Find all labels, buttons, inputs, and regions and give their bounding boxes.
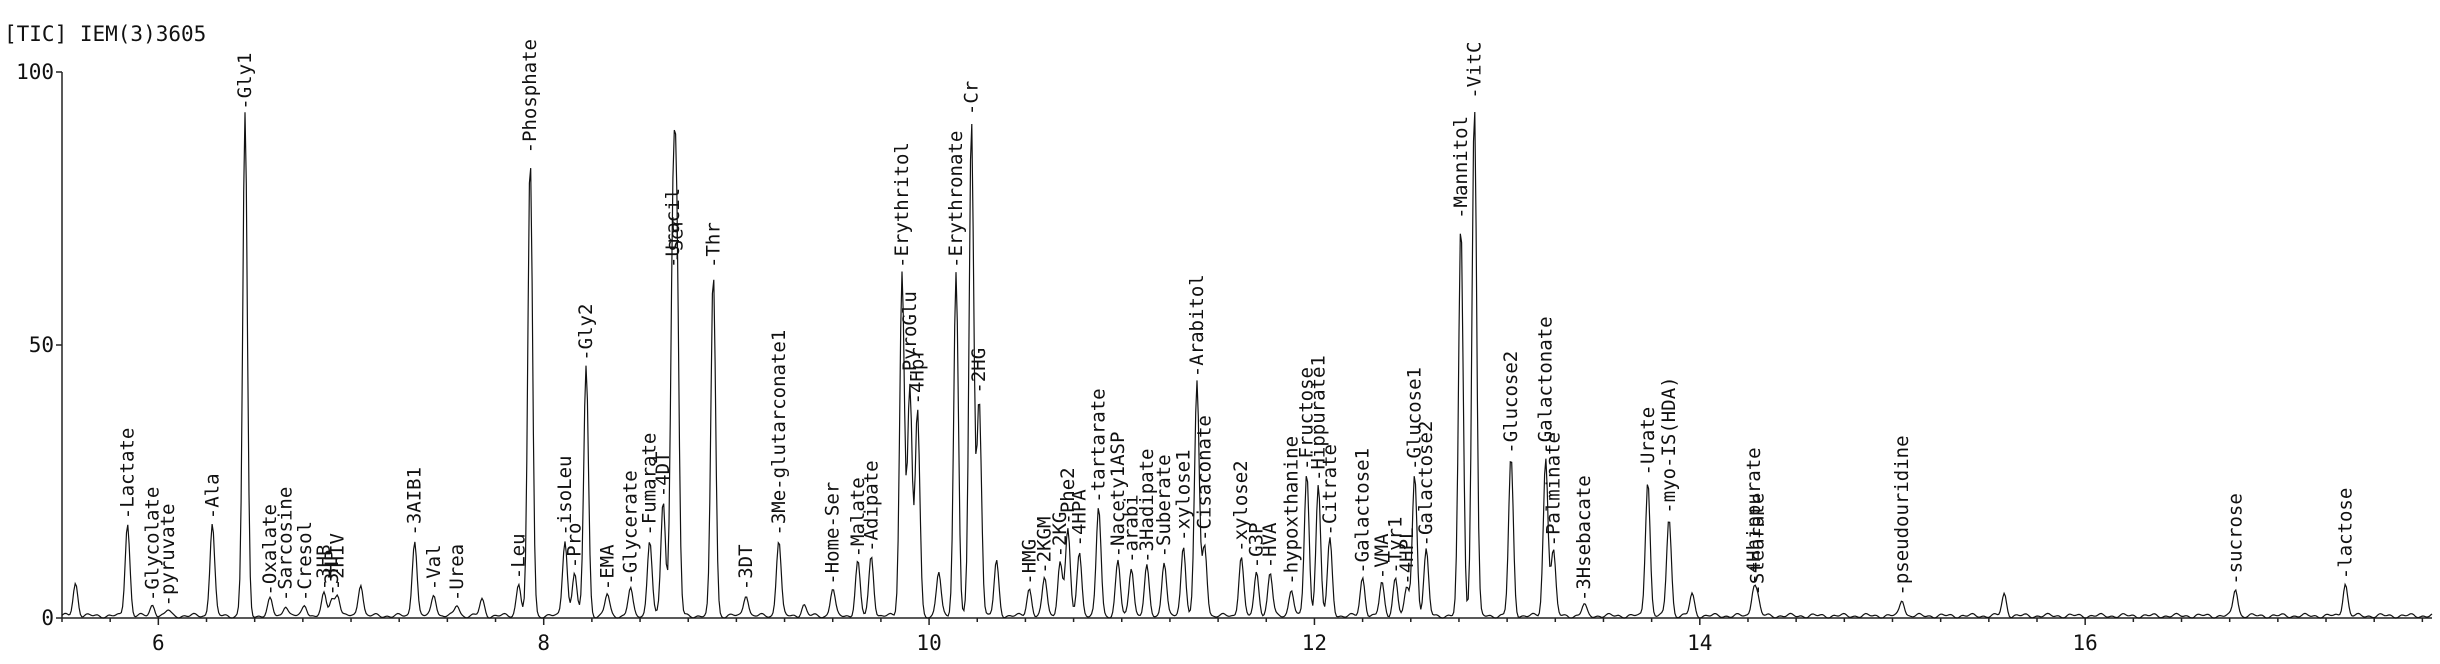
peak-label: -4DT: [652, 452, 674, 498]
peak-label: -Cisaconate: [1194, 415, 1216, 541]
y-tick-label: 0: [41, 606, 54, 630]
ticks: 0 50 100 6 8 10 12 14 16: [16, 60, 2424, 655]
peak-label: -Erythritol: [891, 142, 913, 268]
peak-label: -Phosphate: [519, 39, 541, 153]
peak-label: -Thr: [702, 222, 724, 268]
peak-label: -2KG: [1049, 512, 1071, 558]
peak-label: -Uracil: [662, 188, 684, 268]
peak-label: -Val: [423, 544, 445, 590]
x-tick-label: 16: [2073, 631, 2098, 655]
peak-label: -Pro: [564, 523, 586, 569]
tic-trace-line: [61, 111, 2433, 619]
x-tick-label: 6: [152, 631, 165, 655]
peak-label: -Sarcosine: [275, 487, 297, 601]
peak-label: -4HPL: [1396, 527, 1418, 584]
peak-label: -Urate: [1637, 407, 1659, 476]
peak-label: -Oxalate: [259, 504, 281, 596]
peak-label: -Adipate: [860, 460, 882, 552]
peak-label: -3Hsebacate: [1573, 475, 1595, 601]
peak-label: -tartarate: [1088, 388, 1110, 502]
peak-label: -Gly2: [575, 304, 597, 361]
peak-label: -PyroGlu: [899, 291, 921, 383]
x-tick-label: 8: [537, 631, 550, 655]
peak-label: -Cresol: [294, 521, 316, 601]
peak-label: -Erythronate: [945, 131, 967, 268]
peak-label: -Glycerate: [619, 470, 641, 584]
peak-label: -3DT: [735, 544, 757, 590]
peak-label: -Mannitol: [1450, 116, 1472, 219]
peak-label: -HMG: [1018, 539, 1040, 585]
peak-label: -Fumarate: [639, 433, 661, 536]
peak-label: -3AIB1: [404, 467, 426, 536]
peak-label: -Arabitol: [1186, 274, 1208, 377]
x-tick-label: 10: [916, 631, 941, 655]
peak-label: -lactose: [2334, 488, 2356, 580]
peak-label: -EMA: [596, 544, 618, 590]
peak-label: -2HG: [968, 348, 990, 394]
peak-label: -Ala: [201, 473, 223, 519]
peak-label: -Cr: [961, 81, 983, 115]
peak-label: -3HP: [321, 550, 343, 596]
peak-label: -Leu: [508, 533, 530, 579]
peak-label: -Stearate: [1747, 493, 1769, 596]
peak-label: -Citrate: [1319, 444, 1341, 536]
peak-label: -4Hhippurate: [1743, 447, 1765, 584]
peak-label: -hypoxthanine: [1280, 436, 1302, 585]
peak-label: -G3P: [1246, 523, 1268, 569]
peak-label: -Hippurate1: [1307, 355, 1329, 481]
peak-label: -3HB: [313, 544, 335, 590]
peak-label: -Tyr1: [1384, 517, 1406, 574]
peak-labels: -Lactate-Glycolate-pyruvate -Ala -Gly1 -Oxa…: [117, 39, 2357, 606]
peak-label: -arabi: [1120, 494, 1142, 563]
peak-label: -4HPA: [1068, 489, 1090, 547]
x-tick-label: 12: [1302, 631, 1327, 655]
peak-label: -Galactonate: [1535, 316, 1557, 453]
peak-label: -myo-IS(HDA): [1658, 376, 1680, 513]
peak-label: -Glycolate: [142, 487, 164, 601]
peak-label: -Palminate: [1542, 432, 1564, 546]
peak-label: -Galactose1: [1352, 448, 1374, 574]
peak-label: -Fructose: [1296, 367, 1318, 470]
y-tick-label: 100: [16, 60, 54, 84]
peak-label: -Home-Ser: [822, 482, 844, 585]
peak-label: -Ser: [666, 217, 688, 263]
peak-label: -VMA: [1371, 533, 1393, 579]
peak-label: -3Hadipate: [1136, 449, 1158, 563]
peak-label: -xylose2: [1230, 460, 1252, 552]
peak-label: -Nacety1ASP: [1107, 432, 1129, 558]
peak-label: -sucrose: [2225, 493, 2247, 585]
peak-label: -Suberate: [1153, 454, 1175, 557]
peak-label: -Malate: [847, 477, 869, 557]
peak-label: -2HIV: [327, 533, 349, 590]
peak-label: -Glucose1: [1404, 367, 1426, 470]
peak-label: -2KGM: [1034, 517, 1056, 574]
peak-label: -Phe2: [1057, 467, 1079, 524]
chart-title: [TIC] IEM(3)3605: [4, 22, 206, 46]
peak-label: -Urea: [446, 544, 468, 601]
peak-label: -Gly1: [234, 52, 256, 109]
peak-label: -Galactose2: [1415, 421, 1437, 547]
peak-label: -pseudouridine: [1891, 435, 1913, 595]
peak-label: -HVA: [1259, 522, 1281, 568]
peak-label: -isoLeu: [554, 456, 576, 536]
peak-label: -4Hpr: [907, 347, 929, 404]
x-tick-label: 14: [1687, 631, 1712, 655]
peak-label: -xylose1: [1172, 449, 1194, 541]
peak-label: -VitC: [1463, 42, 1485, 99]
peak-label: -3Me-glutarconate1: [768, 330, 790, 536]
peak-label: -pyruvate: [157, 504, 179, 607]
y-tick-label: 50: [29, 333, 54, 357]
peak-label: -Lactate: [117, 428, 139, 520]
peak-label: -Glucose2: [1500, 351, 1522, 454]
